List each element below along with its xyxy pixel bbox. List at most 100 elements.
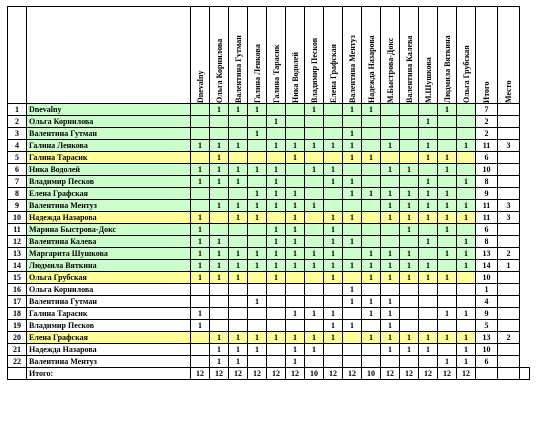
participant-name: Валентина Ментуз xyxy=(26,199,191,212)
vote-cell: 1 xyxy=(342,235,362,248)
footer-total: 12 xyxy=(190,367,210,380)
vote-cell: 1 xyxy=(266,175,286,188)
vote-cell: 1 xyxy=(361,331,381,344)
vote-cell: 1 xyxy=(266,235,286,248)
spacer-cell xyxy=(520,260,530,272)
row-place xyxy=(497,319,520,332)
vote-cell xyxy=(437,127,457,140)
vote-cell xyxy=(247,223,267,236)
column-header-label: Владимир Песков xyxy=(309,37,319,103)
vote-cell: 1 xyxy=(323,331,343,344)
vote-cell xyxy=(247,115,267,128)
vote-cell xyxy=(190,187,210,200)
place-column-header-label: Место xyxy=(504,80,513,103)
vote-cell xyxy=(209,115,229,128)
vote-cell: 1 xyxy=(380,187,400,200)
vote-cell: 1 xyxy=(342,259,362,272)
row-place xyxy=(497,163,520,176)
row-place xyxy=(497,103,520,116)
vote-cell xyxy=(399,283,419,296)
vote-cell: 1 xyxy=(247,103,267,116)
row-place xyxy=(497,187,520,200)
vote-cell xyxy=(190,355,210,368)
row-number: 16 xyxy=(7,283,27,296)
spacer-cell xyxy=(520,296,530,308)
footer-total: 12 xyxy=(399,367,419,380)
vote-cell: 1 xyxy=(399,223,419,236)
row-place: 2 xyxy=(497,331,520,344)
footer-total: 12 xyxy=(380,367,400,380)
vote-cell xyxy=(399,307,419,320)
vote-cell xyxy=(380,175,400,188)
vote-cell: 1 xyxy=(228,199,248,212)
vote-cell xyxy=(304,175,324,188)
table-row: 11 Марина Быстрова-Докс 1 1 1 1 1 1 6 xyxy=(7,223,530,236)
vote-cell: 1 xyxy=(456,139,476,152)
row-total: 10 xyxy=(475,163,498,176)
vote-cell xyxy=(399,295,419,308)
footer-blank xyxy=(7,367,27,380)
vote-cell xyxy=(342,307,362,320)
vote-cell xyxy=(285,271,305,284)
vote-cell xyxy=(247,151,267,164)
vote-cell: 1 xyxy=(323,175,343,188)
table-row: 21 Надежда Назарова 1 1 1 1 1 1 1 1 1 10 xyxy=(7,343,530,356)
row-total: 6 xyxy=(475,355,498,368)
vote-cell xyxy=(209,127,229,140)
vote-cell: 1 xyxy=(437,307,457,320)
column-header: Владимир Песков xyxy=(304,6,324,104)
vote-cell xyxy=(285,115,305,128)
vote-cell xyxy=(418,163,438,176)
vote-cell: 1 xyxy=(285,343,305,356)
vote-cell: 1 xyxy=(228,343,248,356)
row-place xyxy=(497,343,520,356)
row-number: 1 xyxy=(7,103,27,116)
row-place xyxy=(497,355,520,368)
vote-cell: 1 xyxy=(418,271,438,284)
column-header-label: Ольга Грубская xyxy=(461,45,471,103)
vote-cell: 1 xyxy=(380,211,400,224)
vote-cell: 1 xyxy=(342,295,362,308)
vote-cell xyxy=(247,355,267,368)
vote-cell: 1 xyxy=(266,247,286,260)
spacer-cell xyxy=(520,188,530,200)
vote-cell: 1 xyxy=(266,187,286,200)
vote-cell: 1 xyxy=(304,163,324,176)
vote-cell xyxy=(304,187,324,200)
vote-cell: 1 xyxy=(190,223,210,236)
vote-cell: 1 xyxy=(247,163,267,176)
vote-cell: 1 xyxy=(323,307,343,320)
vote-cell: 1 xyxy=(304,247,324,260)
vote-cell: 1 xyxy=(209,151,229,164)
row-place: 3 xyxy=(497,211,520,224)
column-header: Ольга Грубская xyxy=(456,6,476,104)
row-number: 22 xyxy=(7,355,27,368)
vote-cell xyxy=(418,127,438,140)
participant-name: Маргарита Шушкова xyxy=(26,247,191,260)
vote-cell xyxy=(361,163,381,176)
spacer-cell xyxy=(520,116,530,128)
vote-cell xyxy=(323,295,343,308)
vote-cell xyxy=(456,223,476,236)
vote-cell xyxy=(399,151,419,164)
footer-total: 12 xyxy=(228,367,248,380)
vote-cell xyxy=(266,127,286,140)
vote-cell: 1 xyxy=(437,151,457,164)
vote-cell xyxy=(247,235,267,248)
header-row: Dnevalny Ольга Корнилова Валентина Гутман Г… xyxy=(7,6,530,104)
vote-cell: 1 xyxy=(399,259,419,272)
vote-cell: 1 xyxy=(361,271,381,284)
spacer-cell xyxy=(520,152,530,164)
row-place xyxy=(497,235,520,248)
vote-cell: 1 xyxy=(418,139,438,152)
vote-cell: 1 xyxy=(247,211,267,224)
row-total: 7 xyxy=(475,103,498,116)
participant-name: Надежда Назарова xyxy=(26,343,191,356)
vote-cell: 1 xyxy=(361,295,381,308)
vote-cell: 1 xyxy=(228,139,248,152)
vote-cell xyxy=(285,283,305,296)
vote-cell: 1 xyxy=(285,247,305,260)
vote-cell: 1 xyxy=(266,139,286,152)
corner-cell-num xyxy=(7,6,27,104)
row-number: 20 xyxy=(7,331,27,344)
